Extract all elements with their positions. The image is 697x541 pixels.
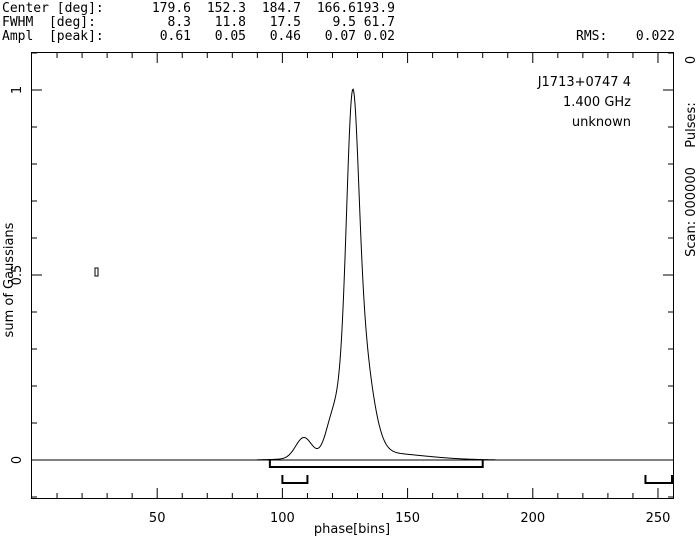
rms-value: 0.022: [636, 29, 675, 44]
y-axis-title: sum of Gaussians: [2, 222, 17, 337]
fwhm-value-4: 9.5: [333, 15, 356, 30]
ampl-row-label: Ampl [peak]:: [2, 29, 104, 44]
source-name: J1713+0747 4: [537, 75, 631, 90]
scan-label: Scan: 000000: [684, 167, 697, 257]
fwhm-value-5: 61.7: [364, 15, 395, 30]
ampl-value-2: 0.05: [215, 29, 246, 44]
profile-curve: [257, 88, 496, 461]
marker-box: [94, 267, 99, 277]
center-value-2: 152.3: [207, 1, 246, 16]
y-tick-label-1: 1: [10, 86, 25, 94]
y-tick-label-0.5: 0.5: [10, 265, 25, 286]
center-value-1: 179.6: [152, 1, 191, 16]
ampl-value-4: 0.07: [325, 29, 356, 44]
gaussian-parameter-table: Center [deg]: 179.6 152.3 184.7 166.6 19…: [2, 1, 675, 44]
ampl-value-3: 0.46: [270, 29, 301, 44]
ampl-value-5: 0.02: [364, 29, 395, 44]
ampl-value-1: 0.61: [160, 29, 191, 44]
x-tick-label-150: 150: [395, 511, 420, 526]
bracket: [268, 460, 484, 468]
pulses-value: 0: [684, 56, 697, 64]
x-tick-label-200: 200: [520, 511, 545, 526]
center-value-4: 166.6: [317, 1, 356, 16]
x-tick-label-250: 250: [646, 511, 671, 526]
fwhm-value-1: 8.3: [168, 15, 191, 30]
center-row-label: Center [deg]:: [2, 1, 104, 16]
component-brackets: [268, 460, 673, 484]
center-value-5: 193.9: [356, 1, 395, 16]
bracket: [644, 475, 673, 484]
x-axis-ticks: [56, 53, 659, 498]
x-tick-label-100: 100: [270, 511, 295, 526]
plot-frame: [31, 52, 674, 499]
fwhm-row-label: FWHM [deg]:: [2, 15, 96, 30]
note-label: unknown: [572, 115, 631, 130]
frequency-label: 1.400 GHz: [563, 95, 631, 110]
fwhm-value-2: 11.8: [215, 15, 246, 30]
x-axis-title: phase[bins]: [314, 522, 390, 537]
center-value-3: 184.7: [262, 1, 301, 16]
pulses-label: Pulses:: [684, 102, 697, 147]
bracket: [281, 475, 309, 484]
x-tick-label-50: 50: [149, 511, 166, 526]
y-tick-label-0: 0: [10, 456, 25, 464]
rms-label: RMS:: [576, 29, 607, 44]
fwhm-value-3: 17.5: [270, 15, 301, 30]
